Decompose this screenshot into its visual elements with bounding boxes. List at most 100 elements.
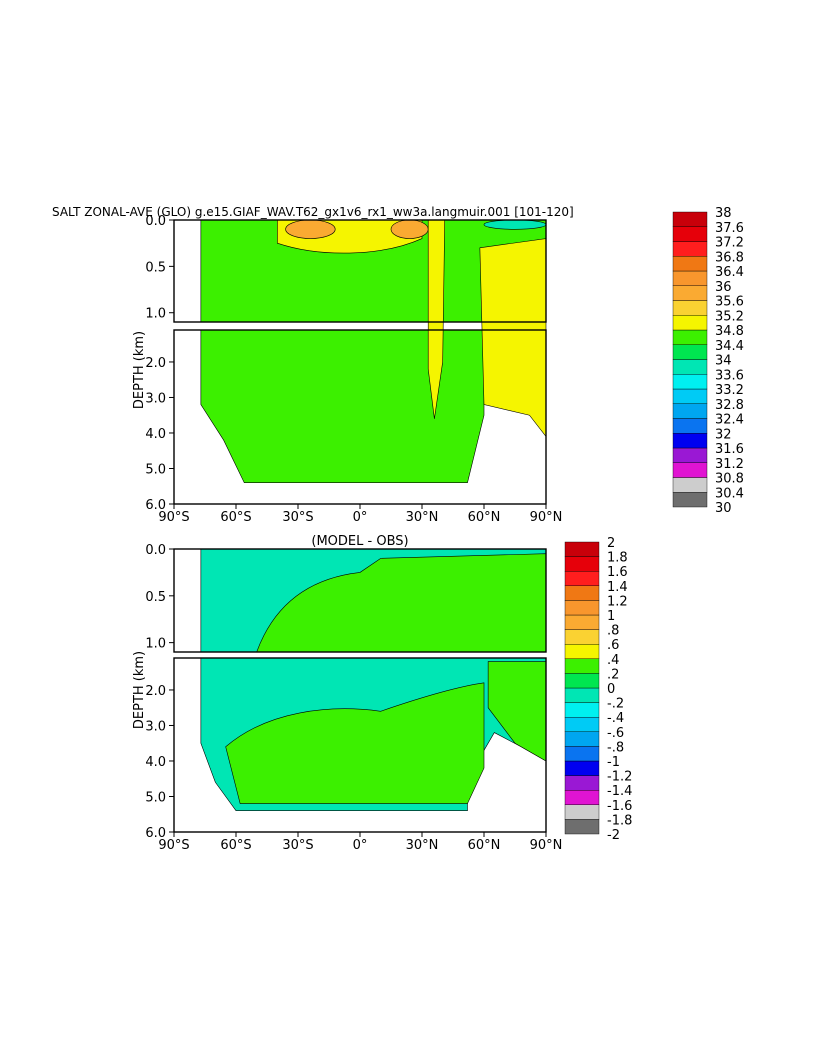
colorbar-label: .2 — [607, 667, 619, 682]
colorbar-label: 35.2 — [715, 309, 744, 324]
colorbar-swatch — [564, 731, 600, 747]
x-tick-label: 60°S — [220, 838, 251, 853]
colorbar-swatch — [564, 571, 600, 587]
colorbar-label: 34.8 — [715, 324, 744, 339]
colorbar-label: 1.8 — [607, 551, 628, 566]
salinity-region-arctic — [483, 219, 547, 230]
colorbar-swatch — [672, 315, 708, 331]
colorbar-label: 1 — [607, 609, 615, 624]
colorbar-swatch — [672, 270, 708, 286]
y-tick-label: 5.0 — [145, 462, 166, 477]
colorbar-label: -1.8 — [607, 813, 632, 828]
y-tick-label: 0.0 — [145, 214, 166, 229]
colorbar-label: -.4 — [607, 711, 624, 726]
colorbar-swatch — [564, 790, 600, 806]
colorbar-label: 30.4 — [715, 486, 744, 501]
colorbar-swatch — [564, 629, 600, 645]
colorbar-label: 36.8 — [715, 250, 744, 265]
colorbar-label: 1.4 — [607, 580, 628, 595]
colorbar-swatch — [672, 433, 708, 449]
colorbar-swatch — [564, 804, 600, 820]
colorbar-label: -1 — [607, 755, 620, 770]
colorbar-label: -.2 — [607, 697, 624, 712]
colorbar-label: -2 — [607, 828, 620, 843]
colorbar-label: 2 — [607, 536, 615, 551]
upper-panel-frame — [173, 219, 547, 323]
anomaly-region-green-upper — [256, 553, 547, 653]
x-tick-label: 30°S — [282, 838, 313, 853]
x-tick-label: 90°N — [530, 838, 563, 853]
y-tick-label: 5.0 — [145, 790, 166, 805]
colorbar-swatch — [564, 658, 600, 674]
y-tick-label: 3.0 — [145, 719, 166, 734]
y-tick-label: 3.0 — [145, 391, 166, 406]
colorbar-label: 32.8 — [715, 398, 744, 413]
colorbar-label: -1.6 — [607, 799, 632, 814]
colorbar-swatch — [564, 673, 600, 689]
colorbar-swatch — [672, 388, 708, 404]
colorbar-label: 37.2 — [715, 236, 744, 251]
colorbar-swatch — [672, 462, 708, 478]
y-tick-label: 1.0 — [145, 637, 166, 652]
colorbar-swatch — [672, 285, 708, 301]
colorbar-label: 30 — [715, 501, 732, 516]
colorbar-label: .4 — [607, 653, 619, 668]
colorbar-swatch — [672, 418, 708, 434]
anomaly-region-green-north — [487, 661, 547, 762]
colorbar-label: 34.4 — [715, 339, 744, 354]
colorbar-label: 34 — [715, 354, 732, 369]
x-tick-label: 0° — [353, 510, 368, 525]
y-tick-label: 0.0 — [145, 543, 166, 558]
colorbar-label: 33.2 — [715, 383, 744, 398]
x-tick-label: 30°S — [282, 510, 313, 525]
model-minus-obs-chart: 0.0 0.5 1.0 2.0 3.0 4.0 5.0 6.090°S 60°S 30°S 0° 30… — [132, 534, 632, 853]
colorbar-swatch — [672, 447, 708, 463]
colorbar-swatch — [672, 211, 708, 227]
x-tick-label: 30°N — [406, 838, 439, 853]
colorbar-label: 31.2 — [715, 457, 744, 472]
y-axis-label: DEPTH (km) — [132, 331, 147, 409]
colorbar-swatch — [672, 492, 708, 508]
x-tick-label: 60°N — [468, 510, 501, 525]
colorbar-swatch — [672, 477, 708, 493]
y-tick-label: 6.0 — [145, 498, 166, 513]
colorbar-label: 31.6 — [715, 442, 744, 457]
anomaly-region-green-deep — [225, 682, 485, 804]
colorbar-label: 36 — [715, 280, 732, 295]
y-tick-label: 1.0 — [145, 307, 166, 322]
x-tick-label: 90°S — [158, 838, 189, 853]
colorbar-swatch — [564, 614, 600, 630]
colorbar-label: 36.4 — [715, 265, 744, 280]
colorbar-label: 32 — [715, 427, 732, 442]
colorbar-label: -1.2 — [607, 770, 632, 785]
figure-title: SALT ZONAL-AVE (GLO) g.e15.GIAF_WAV.T62_… — [52, 205, 574, 219]
colorbar-label: 0 — [607, 682, 615, 697]
colorbar-label: 32.4 — [715, 413, 744, 428]
colorbar-label: 30.8 — [715, 472, 744, 487]
y-tick-label: 4.0 — [145, 755, 166, 770]
x-tick-label: 60°S — [220, 510, 251, 525]
colorbar-label: .8 — [607, 624, 619, 639]
colorbar-swatch — [564, 556, 600, 572]
colorbar-label: 33.6 — [715, 368, 744, 383]
colorbar-swatch — [564, 600, 600, 616]
x-tick-label: 30°N — [406, 510, 439, 525]
colorbar-swatch — [564, 760, 600, 776]
y-tick-label: 4.0 — [145, 427, 166, 442]
salinity-region-sub_north — [390, 219, 429, 239]
colorbar-swatch — [564, 775, 600, 791]
colorbar-swatch — [672, 256, 708, 272]
colorbar-swatch — [672, 359, 708, 375]
y-tick-label: 6.0 — [145, 826, 166, 841]
colorbar-label: 38 — [715, 206, 732, 221]
colorbar-swatch — [564, 819, 600, 835]
x-tick-label: 0° — [353, 838, 368, 853]
colorbar-swatch — [672, 241, 708, 257]
x-tick-label: 90°N — [530, 510, 563, 525]
colorbar-label: 35.6 — [715, 295, 744, 310]
colorbar-swatch — [672, 344, 708, 360]
colorbar-swatch — [564, 702, 600, 718]
colorbar-swatch — [564, 687, 600, 703]
colorbar-swatch — [564, 541, 600, 557]
